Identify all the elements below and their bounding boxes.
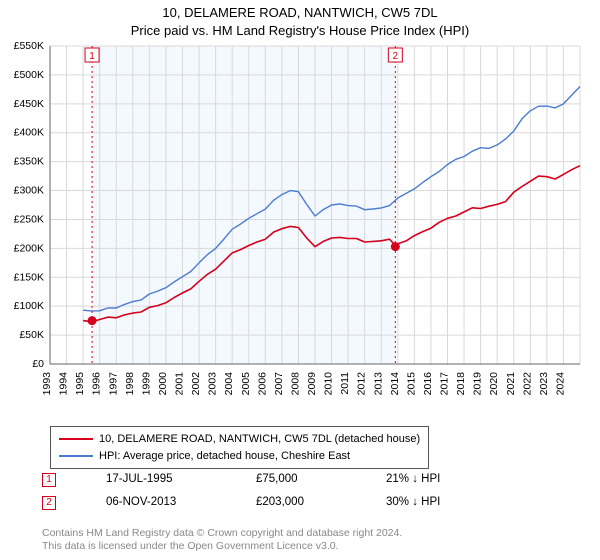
svg-text:2022: 2022 (521, 372, 533, 396)
svg-text:2024: 2024 (554, 372, 566, 396)
marker-delta: 21% ↓ HPI (386, 468, 486, 491)
svg-text:£50K: £50K (19, 329, 44, 341)
svg-text:2012: 2012 (356, 372, 368, 396)
svg-text:2003: 2003 (207, 372, 219, 396)
svg-text:2010: 2010 (323, 372, 335, 396)
chart-svg: £0 £50K £100K £150K £200K £250K £300K £350K £400… (0, 40, 600, 420)
svg-text:£250K: £250K (14, 213, 44, 225)
svg-text:2006: 2006 (256, 372, 268, 396)
marker-table-row: 2 06-NOV-2013 £203,000 30% ↓ HPI (42, 491, 580, 514)
svg-text:2019: 2019 (472, 372, 484, 396)
svg-text:2020: 2020 (488, 372, 500, 396)
svg-text:2017: 2017 (439, 372, 451, 396)
footnote-line-1: Contains HM Land Registry data © Crown c… (42, 527, 580, 541)
svg-text:2014: 2014 (389, 372, 401, 396)
svg-text:1993: 1993 (41, 372, 53, 396)
svg-text:2000: 2000 (157, 372, 169, 396)
marker-number-box: 1 (42, 473, 56, 487)
marker-date: 06-NOV-2013 (106, 491, 206, 514)
svg-text:1995: 1995 (74, 372, 86, 396)
svg-text:2009: 2009 (306, 372, 318, 396)
svg-text:2005: 2005 (240, 372, 252, 396)
svg-text:1999: 1999 (140, 372, 152, 396)
svg-text:£500K: £500K (14, 69, 44, 81)
legend-item: 10, DELAMERE ROAD, NANTWICH, CW5 7DL (de… (59, 431, 420, 448)
footnote: Contains HM Land Registry data © Crown c… (42, 527, 580, 554)
legend-swatch (59, 455, 93, 457)
marker-number-box: 2 (42, 496, 56, 510)
svg-text:£100K: £100K (14, 300, 44, 312)
svg-text:£0: £0 (32, 358, 44, 370)
legend-label: HPI: Average price, detached house, Ches… (99, 448, 350, 465)
marker-table-row: 1 17-JUL-1995 £75,000 21% ↓ HPI (42, 468, 580, 491)
legend: 10, DELAMERE ROAD, NANTWICH, CW5 7DL (de… (50, 426, 429, 469)
legend-item: HPI: Average price, detached house, Ches… (59, 448, 420, 465)
marker-date: 17-JUL-1995 (106, 468, 206, 491)
title-line-2: Price paid vs. HM Land Registry's House … (0, 22, 600, 40)
legend-swatch (59, 438, 93, 440)
marker-price: £75,000 (256, 468, 336, 491)
svg-text:1: 1 (89, 51, 95, 62)
sale-point (88, 316, 97, 325)
svg-text:2021: 2021 (505, 372, 517, 396)
svg-text:2023: 2023 (538, 372, 550, 396)
legend-label: 10, DELAMERE ROAD, NANTWICH, CW5 7DL (de… (99, 431, 420, 448)
svg-text:£350K: £350K (14, 156, 44, 168)
marker-delta: 30% ↓ HPI (386, 491, 486, 514)
sale-point (391, 242, 400, 251)
svg-text:1997: 1997 (107, 372, 119, 396)
footnote-line-2: This data is licensed under the Open Gov… (42, 540, 580, 554)
svg-text:1998: 1998 (124, 372, 136, 396)
svg-text:2013: 2013 (372, 372, 384, 396)
svg-text:2004: 2004 (223, 372, 235, 396)
svg-text:£300K: £300K (14, 185, 44, 197)
svg-text:2018: 2018 (455, 372, 467, 396)
svg-text:£450K: £450K (14, 98, 44, 110)
marker-table: 1 17-JUL-1995 £75,000 21% ↓ HPI 2 06-NOV-2013… (42, 468, 580, 514)
chart-area: £0 £50K £100K £150K £200K £250K £300K £350K £400… (0, 40, 600, 420)
svg-text:£150K: £150K (14, 271, 44, 283)
svg-text:2015: 2015 (405, 372, 417, 396)
svg-text:1996: 1996 (91, 372, 103, 396)
svg-text:2001: 2001 (174, 372, 186, 396)
svg-text:1994: 1994 (58, 372, 70, 396)
svg-text:2002: 2002 (190, 372, 202, 396)
svg-text:£400K: £400K (14, 127, 44, 139)
svg-text:2007: 2007 (273, 372, 285, 396)
chart-title: 10, DELAMERE ROAD, NANTWICH, CW5 7DL Pri… (0, 0, 600, 39)
title-line-1: 10, DELAMERE ROAD, NANTWICH, CW5 7DL (0, 4, 600, 22)
svg-text:2011: 2011 (339, 372, 351, 395)
svg-text:£200K: £200K (14, 242, 44, 254)
svg-text:2: 2 (393, 51, 399, 62)
svg-text:2016: 2016 (422, 372, 434, 396)
svg-text:2008: 2008 (289, 372, 301, 396)
svg-text:£550K: £550K (14, 40, 44, 52)
marker-price: £203,000 (256, 491, 336, 514)
